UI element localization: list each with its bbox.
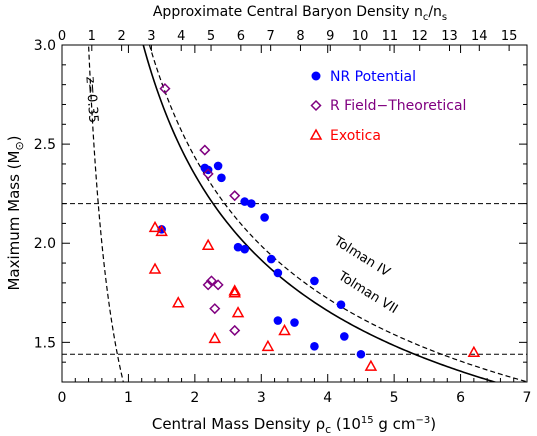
data-point-exotica-12 [467,345,481,358]
top-tick-label: 13 [441,29,458,44]
top-tick-label: 4 [177,29,185,44]
data-point-exotica-6 [171,296,185,308]
data-point-r-field-theoretical-3 [229,190,241,202]
legend-marker-exotica [309,128,323,140]
top-tick-label: 3 [147,29,155,44]
data-point-nr-potential-18 [356,349,366,359]
data-point-r-field-theoretical-7 [209,303,221,315]
top-tick-label: 15 [501,29,518,44]
x-tick-label: 3 [257,390,266,406]
data-point-nr-potential-11 [273,268,283,278]
data-point-nr-potential-15 [273,316,283,325]
top-tick-label: 2 [117,29,125,44]
top-tick-label: 8 [296,29,304,44]
legend-label-exotica: Exotica [330,128,381,144]
top-tick-label: 7 [267,29,275,44]
top-tick-label: 12 [411,29,428,44]
data-points-layer [148,83,481,371]
data-point-exotica-1 [155,224,168,237]
top-tick-label: 10 [352,29,369,44]
data-point-exotica-10 [261,339,275,352]
x-tick-label: 2 [190,390,199,406]
data-point-nr-potential-4 [217,173,226,183]
data-point-r-field-theoretical-1 [199,144,211,156]
legend-label-r-field-theoretical: R Field−Theoretical [330,98,466,114]
axis-ticks: 0 1 2 3 4 5 6 70 1 2 3 4 5 6 7 8 9 10 11 12 13 14 151.52.02.53… [34,29,532,406]
data-point-nr-potential-12 [310,276,319,286]
data-point-exotica-8 [208,331,222,344]
causality-curve-label: z=0.35 [82,76,100,124]
top-tick-label: 14 [471,29,488,44]
data-point-r-field-theoretical-2 [202,168,214,180]
top-axis-title: Approximate Central Baryon Density nc/ns [153,4,447,23]
legend-marker-r-field-theoretical [310,99,322,112]
plot-frame [61,44,528,383]
x-axis-title: Central Mass Density ρc (1015 g cm−3) [152,415,436,436]
data-point-nr-potential-10 [266,254,276,264]
legend: NR Potential R Field−Theoretical Exotica [309,69,466,144]
data-point-r-field-theoretical-6 [212,279,224,291]
data-point-r-field-theoretical-5 [202,279,214,291]
y-tick-label: 3.0 [34,38,56,54]
data-point-nr-potential-16 [290,318,299,327]
x-tick-label: 7 [523,390,532,406]
data-point-exotica-3 [148,262,162,274]
data-point-exotica-11 [364,359,378,371]
top-tick-label: 6 [237,29,245,44]
data-point-exotica-0 [148,220,162,233]
data-point-nr-potential-9 [240,244,249,254]
reference-lines-layer [62,203,527,355]
y-axis-title: Maximum Mass (M⊙) [5,135,26,290]
data-point-nr-potential-8 [233,242,243,252]
data-point-nr-potential-13 [336,300,346,309]
tolman-vii-curve [142,45,498,382]
y-tick-label: 2.0 [34,236,56,252]
data-point-nr-potential-6 [247,199,256,208]
x-tick-label: 0 [58,390,67,406]
data-point-nr-potential-3 [213,161,223,171]
data-point-nr-potential-14 [340,332,349,341]
curves-layer [87,45,527,382]
x-tick-label: 6 [456,390,465,406]
data-point-exotica-2 [201,238,215,250]
legend-label-nr-potential: NR Potential [330,69,416,85]
top-tick-label: 1 [88,29,96,44]
tolman-iv-curve [148,45,527,382]
data-point-exotica-5 [228,286,241,298]
data-point-exotica-9 [278,323,291,336]
x-tick-label: 5 [390,390,399,406]
y-tick-label: 2.5 [34,137,56,153]
data-point-nr-potential-7 [260,213,269,222]
data-point-exotica-4 [228,284,241,296]
data-point-nr-potential-5 [240,197,249,206]
x-tick-label: 4 [323,390,332,406]
y-tick-label: 1.5 [34,335,56,351]
top-tick-label: 11 [382,29,399,44]
x-tick-label: 1 [124,390,133,406]
legend-marker-nr-potential [311,71,321,81]
data-point-nr-potential-17 [310,342,319,351]
data-point-exotica-7 [231,306,245,318]
top-tick-label: 9 [326,29,334,44]
top-tick-label: 0 [58,29,66,44]
data-point-r-field-theoretical-8 [229,324,241,337]
data-point-r-field-theoretical-0 [159,83,171,95]
causality-curve [87,45,124,382]
top-tick-label: 5 [207,29,215,44]
